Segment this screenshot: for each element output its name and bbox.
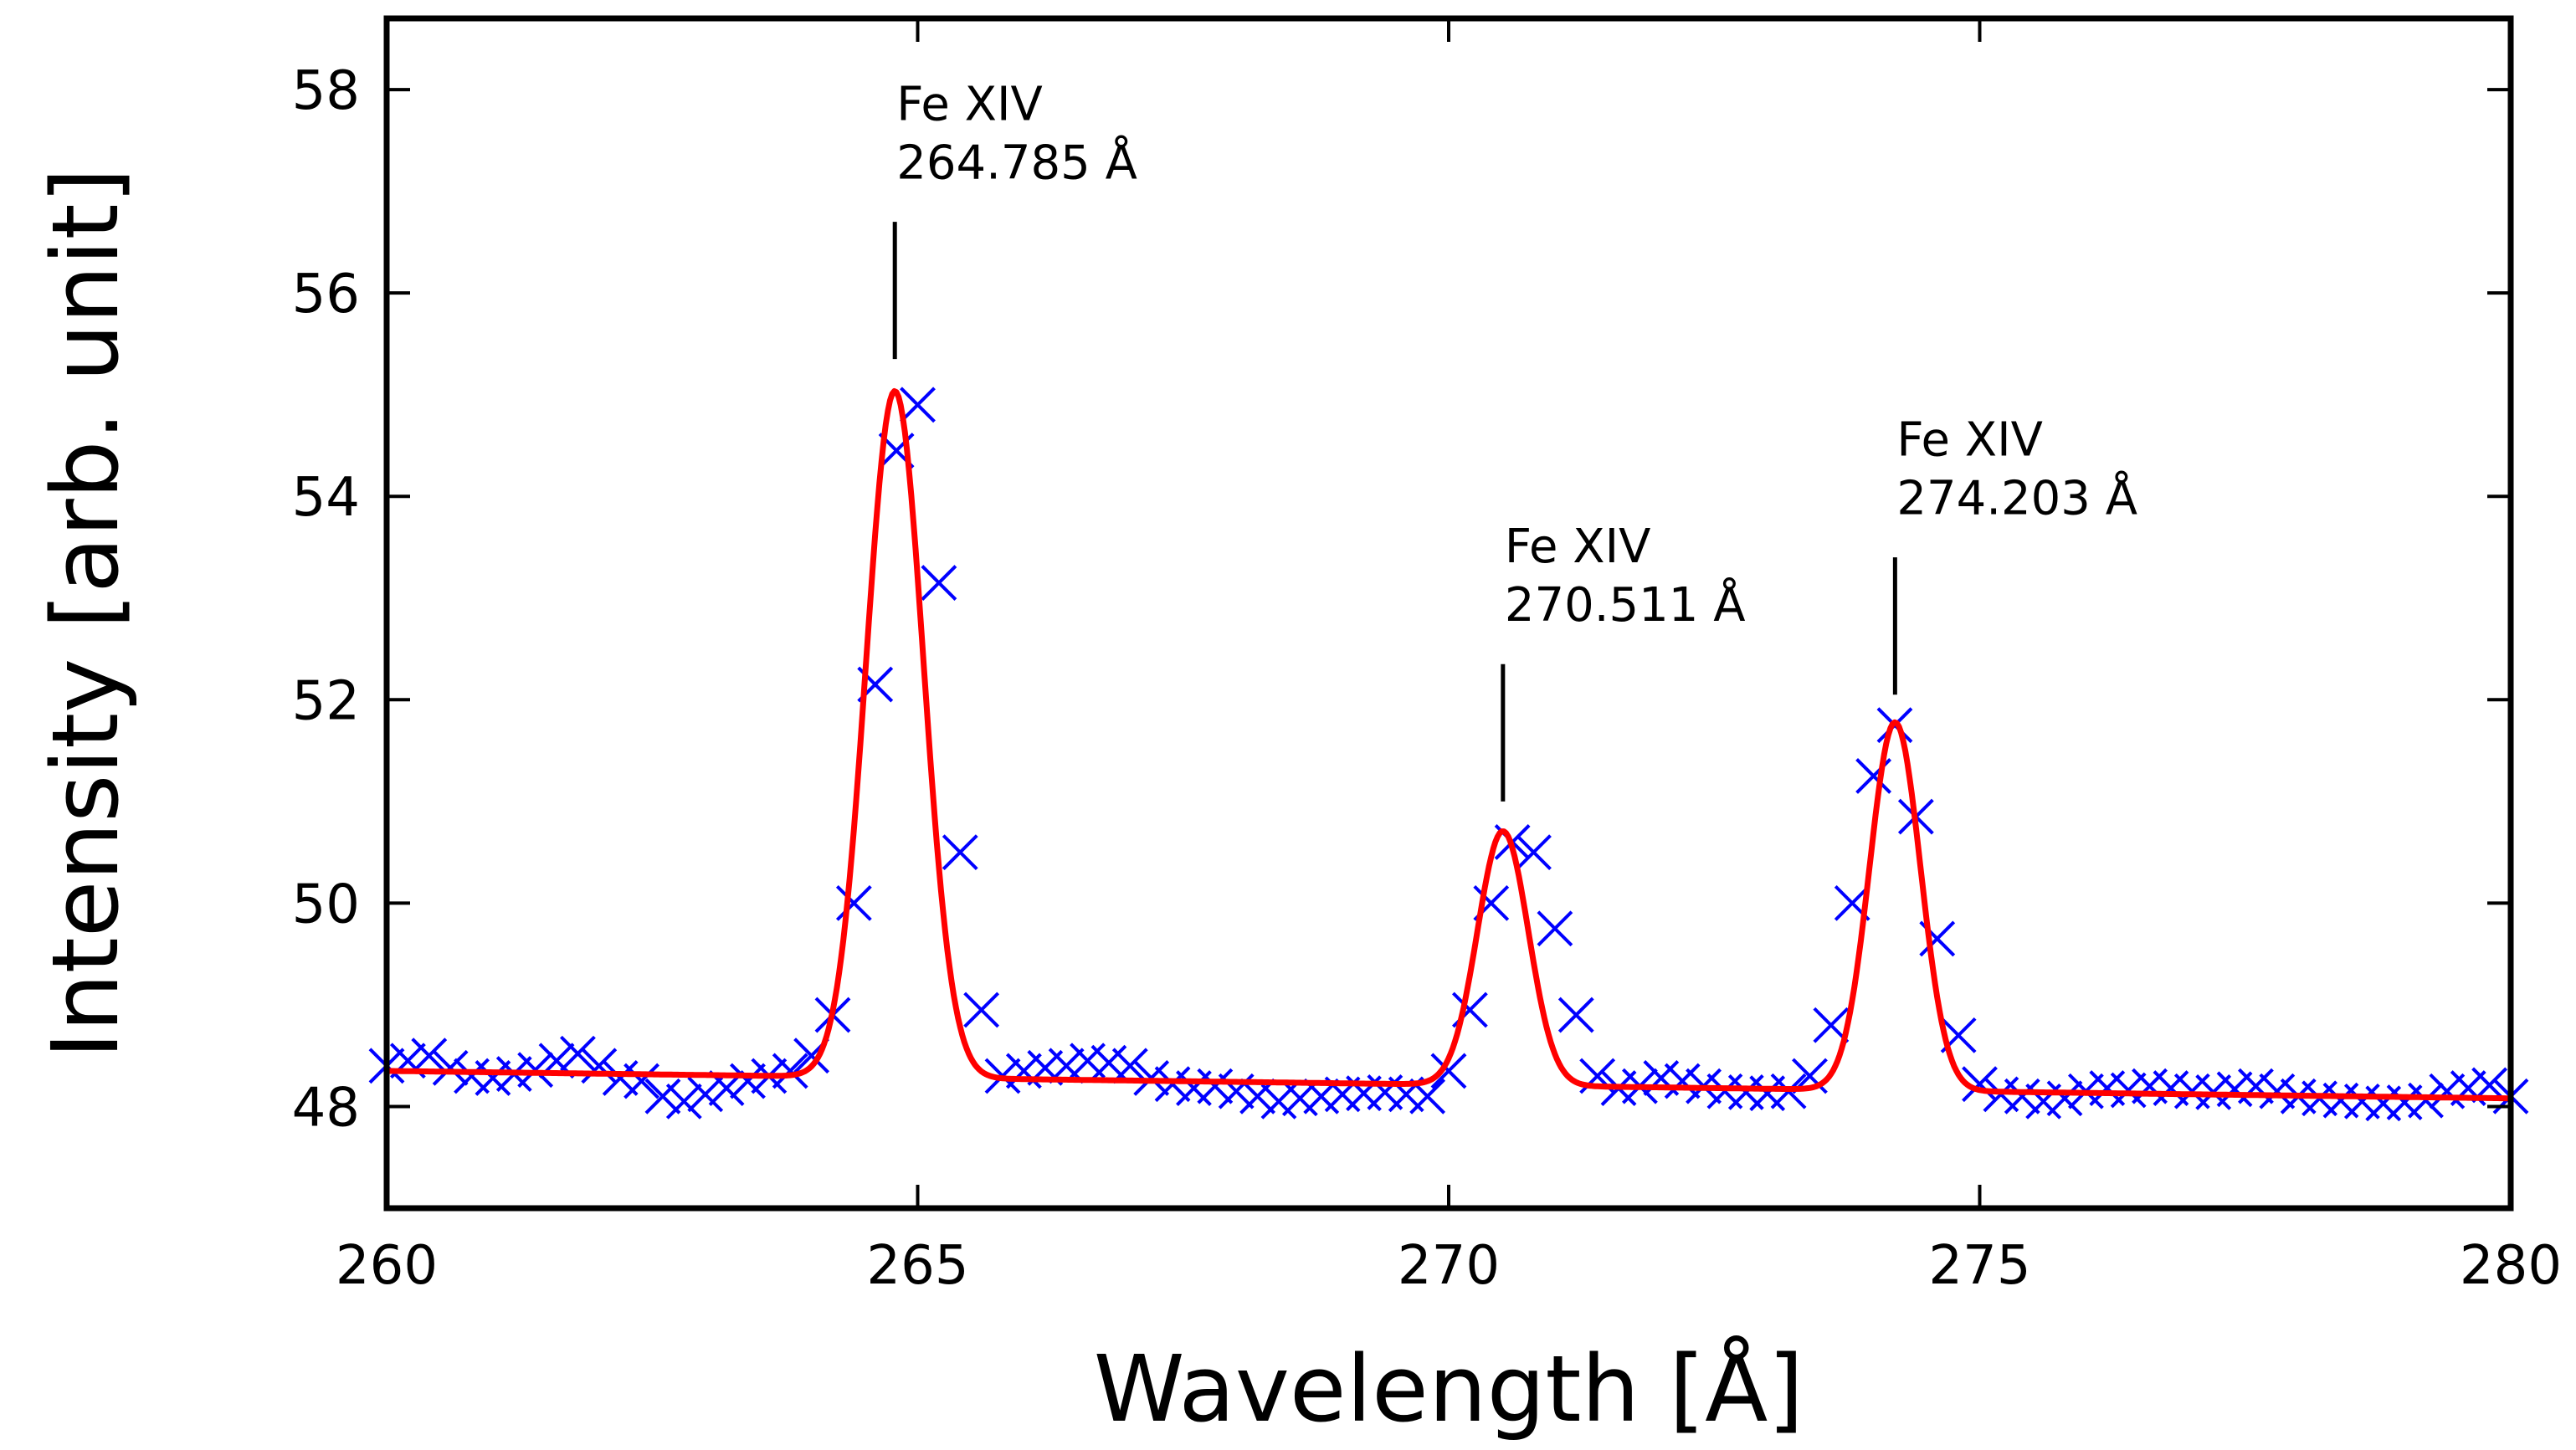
data-point [900, 387, 936, 423]
data-point [623, 1063, 659, 1099]
data-point [432, 1049, 469, 1086]
data-point [1197, 1068, 1234, 1104]
data-point [963, 991, 1000, 1028]
ticks: 260 265 270 275 280 48 50 52 54 56 58 [292, 18, 2562, 1297]
fit-curve-group [386, 388, 2512, 1102]
data-point [835, 884, 872, 921]
y-tick-label: 56 [292, 264, 360, 325]
data-point [1430, 1053, 1467, 1089]
y-tick-label: 54 [292, 467, 360, 529]
x-tick-label: 270 [1398, 1235, 1500, 1297]
y-tick-label: 48 [292, 1077, 360, 1139]
plot-frame [383, 15, 2514, 1212]
data-point [1154, 1066, 1191, 1103]
annotation-ion: Fe XIV [1505, 520, 1651, 574]
data-point [921, 565, 957, 601]
x-tick-label: 280 [2460, 1235, 2562, 1297]
data-point [560, 1035, 596, 1072]
data-point [2259, 1073, 2296, 1109]
data-point [581, 1048, 618, 1084]
annotation-ion: Fe XIV [896, 78, 1043, 132]
data-point [730, 1063, 766, 1099]
y-tick-label: 58 [292, 60, 360, 122]
x-tick-label: 260 [336, 1235, 438, 1297]
data-point [1516, 834, 1552, 871]
data-point [772, 1053, 808, 1089]
data-point [2046, 1080, 2083, 1117]
y-tick-label: 50 [292, 874, 360, 935]
data-point [644, 1078, 681, 1114]
data-point [411, 1038, 448, 1074]
fit-curve [386, 388, 2512, 1102]
data-point [1557, 997, 1594, 1033]
data-point [2110, 1072, 2147, 1109]
data-point [1664, 1063, 1701, 1099]
data-point [475, 1060, 511, 1096]
annotation-ion: Fe XIV [1896, 413, 2043, 468]
x-tick-label: 275 [1928, 1235, 2030, 1297]
x-tick-label: 265 [866, 1235, 968, 1297]
data-point [2408, 1082, 2444, 1119]
data-point [1111, 1048, 1148, 1084]
annotation-wavelength: 270.511 Å [1505, 577, 1746, 633]
data-point [1537, 910, 1573, 947]
y-axis-title: Intensity [arb. unit] [32, 167, 139, 1058]
data-point [687, 1076, 724, 1113]
data-point [942, 834, 978, 871]
annotations: Fe XIV 264.785 ÅFe XIV 270.511 ÅFe XIV 2… [892, 78, 2137, 802]
annotation-wavelength: 274.203 Å [1896, 471, 2137, 526]
annotation-wavelength: 264.785 Å [896, 136, 1137, 191]
data-point [1962, 1066, 1998, 1103]
y-tick-label: 52 [292, 670, 360, 732]
data-point [665, 1083, 702, 1120]
x-axis-title: Wavelength [Å] [1094, 1335, 1804, 1442]
data-point [2004, 1078, 2040, 1114]
